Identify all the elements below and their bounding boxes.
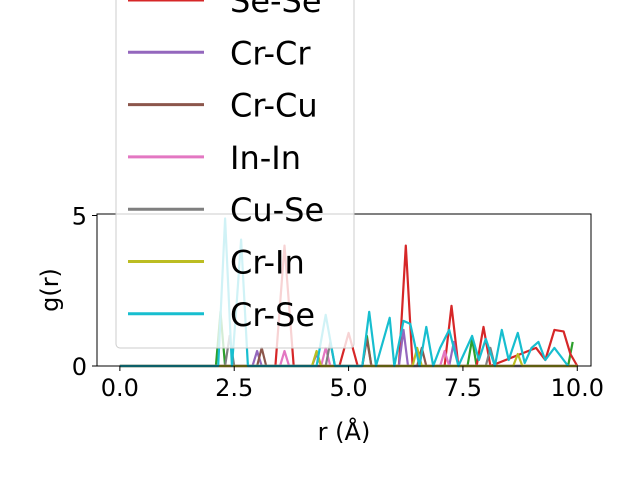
- series-line-cr-in: [119, 346, 578, 368]
- legend-label-se-se: Se-Se: [230, 0, 322, 20]
- x-axis-label: r (Å): [318, 417, 371, 446]
- x-tick-label: 7.5: [444, 374, 482, 402]
- legend: Se-Se Cr-Cr Cr-Cu In-In Cu-Se Cr-In Cr-Se: [115, 0, 355, 349]
- x-tick-label: 0.0: [101, 374, 139, 402]
- x-tick-label: 2.5: [215, 374, 253, 402]
- legend-label-cr-in: Cr-In: [230, 244, 305, 282]
- legend-label-cr-cr: Cr-Cr: [230, 34, 311, 72]
- x-tick-label: 10.0: [551, 374, 604, 402]
- axes: 0.0 2.5 5.0 7.5 10.0 0 5: [72, 203, 604, 402]
- legend-label-cr-se: Cr-Se: [230, 296, 315, 334]
- legend-label-in-in: In-In: [230, 139, 301, 177]
- y-tick-label: 5: [72, 203, 87, 231]
- x-tick-label: 5.0: [329, 374, 367, 402]
- series-line-cr-cu: [119, 337, 578, 368]
- legend-label-cr-cu: Cr-Cu: [230, 87, 318, 125]
- legend-label-cu-se: Cu-Se: [230, 191, 324, 229]
- y-tick-label: 0: [72, 353, 87, 381]
- y-axis-label: g(r): [36, 268, 64, 312]
